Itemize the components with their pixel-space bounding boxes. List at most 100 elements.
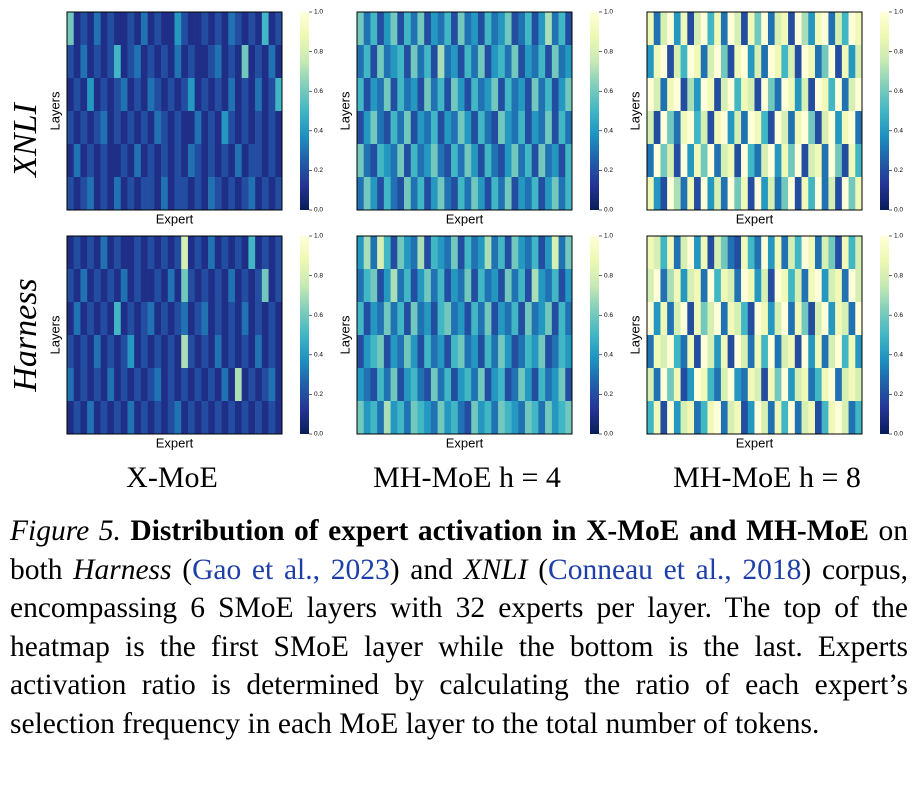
- heatmap-cell: [747, 111, 755, 145]
- heatmap-cell: [234, 177, 242, 211]
- heatmap-cell: [430, 78, 438, 112]
- heatmap-cell: [107, 177, 115, 211]
- heatmap-cell: [551, 335, 559, 369]
- heatmap-cell: [383, 177, 391, 211]
- heatmap-cell: [167, 177, 175, 211]
- heatmap-cell: [848, 302, 856, 336]
- heatmap-cell: [660, 45, 668, 79]
- heatmap-cell: [484, 335, 492, 369]
- heatmap-cell: [828, 111, 836, 145]
- heatmap-cell: [107, 368, 115, 402]
- heatmap-cell: [680, 78, 688, 112]
- heatmap-cell: [754, 45, 762, 79]
- heatmap-cell: [653, 335, 661, 369]
- heatmap-cell: [140, 401, 148, 435]
- heatmap-cell: [518, 111, 526, 145]
- heatmap-cell: [194, 177, 202, 211]
- heatmap-cell: [275, 401, 283, 435]
- heatmap-cell: [248, 302, 256, 336]
- heatmap-cell: [370, 236, 378, 270]
- heatmap-cell: [660, 78, 668, 112]
- heatmap-cell: [127, 269, 135, 303]
- heatmap-cell: [518, 368, 526, 402]
- heatmap-cell: [87, 269, 95, 303]
- heatmap-cell: [518, 177, 526, 211]
- heatmap-cell: [370, 302, 378, 336]
- heatmap-cell: [457, 111, 465, 145]
- heatmap-cell: [430, 269, 438, 303]
- heatmap-cell: [255, 45, 263, 79]
- citation[interactable]: Gao et al., 2023: [192, 553, 390, 586]
- heatmap-cell: [491, 144, 499, 178]
- heatmap-cell: [727, 12, 735, 46]
- heatmap-cell: [761, 368, 769, 402]
- heatmap-cell: [707, 144, 715, 178]
- heatmap-cell: [835, 302, 843, 336]
- heatmap-cell: [424, 335, 432, 369]
- heatmap-cell: [673, 78, 681, 112]
- heatmap-cell: [647, 177, 655, 211]
- heatmap-cell: [653, 302, 661, 336]
- heatmap-cell: [774, 236, 782, 270]
- heatmap-cell: [477, 269, 485, 303]
- heatmap-cell: [67, 401, 75, 435]
- heatmap-cell: [694, 45, 702, 79]
- heatmap-cell: [801, 368, 809, 402]
- heatmap-cell: [255, 177, 263, 211]
- heatmap-cell: [667, 12, 675, 46]
- citation[interactable]: Conneau et al., 2018: [548, 553, 802, 586]
- heatmap-cell: [275, 144, 283, 178]
- heatmap-cell: [234, 302, 242, 336]
- heatmap-cell: [700, 12, 708, 46]
- colorbar-tick-label: 1.0: [894, 233, 903, 240]
- heatmap-cell: [107, 335, 115, 369]
- heatmap-cell: [67, 12, 75, 46]
- heatmap-cell: [565, 236, 573, 270]
- heatmap-cell: [558, 335, 566, 369]
- heatmap-cell: [828, 236, 836, 270]
- heatmap-cell: [687, 401, 695, 435]
- heatmap-cell: [484, 269, 492, 303]
- heatmap-cell: [228, 78, 236, 112]
- heatmap-cell: [524, 302, 532, 336]
- heatmap-cell: [504, 45, 512, 79]
- heatmap-cell: [714, 12, 722, 46]
- heatmap-cell: [120, 144, 128, 178]
- heatmap-cell: [660, 12, 668, 46]
- heatmap-cell: [727, 111, 735, 145]
- heatmap-cell: [464, 401, 472, 435]
- heatmap-cell: [504, 269, 512, 303]
- heatmap-cell: [457, 401, 465, 435]
- heatmap-cell: [707, 78, 715, 112]
- heatmap-cell: [397, 45, 405, 79]
- x-axis-label: Expert: [736, 211, 774, 226]
- heatmap-cell: [357, 12, 365, 46]
- heatmap-cell: [801, 12, 809, 46]
- y-axis-label: Layers: [47, 91, 62, 131]
- heatmap-cell: [424, 401, 432, 435]
- heatmap-cell: [477, 12, 485, 46]
- heatmap-cell: [747, 401, 755, 435]
- heatmap-cell: [700, 45, 708, 79]
- heatmap-cell: [741, 12, 749, 46]
- colorbar-tick-label: 0.8: [314, 272, 323, 279]
- heatmap-cell: [788, 177, 796, 211]
- heatmap-cell: [383, 401, 391, 435]
- heatmap-cell: [767, 368, 775, 402]
- heatmap-cell: [201, 12, 209, 46]
- heatmap-cell: [734, 236, 742, 270]
- heatmap-cell: [161, 177, 169, 211]
- heatmap-cell: [558, 78, 566, 112]
- heatmap-cell: [383, 144, 391, 178]
- heatmap-cell: [275, 335, 283, 369]
- heatmap-cell: [437, 144, 445, 178]
- heatmap-cell: [417, 78, 425, 112]
- heatmap-cell: [660, 236, 668, 270]
- heatmap-cell: [821, 302, 829, 336]
- heatmap-cell: [538, 335, 546, 369]
- heatmap-cell: [653, 177, 661, 211]
- heatmap-cell: [660, 144, 668, 178]
- heatmap-cell: [140, 177, 148, 211]
- heatmap-cell: [707, 45, 715, 79]
- heatmap-cell: [747, 302, 755, 336]
